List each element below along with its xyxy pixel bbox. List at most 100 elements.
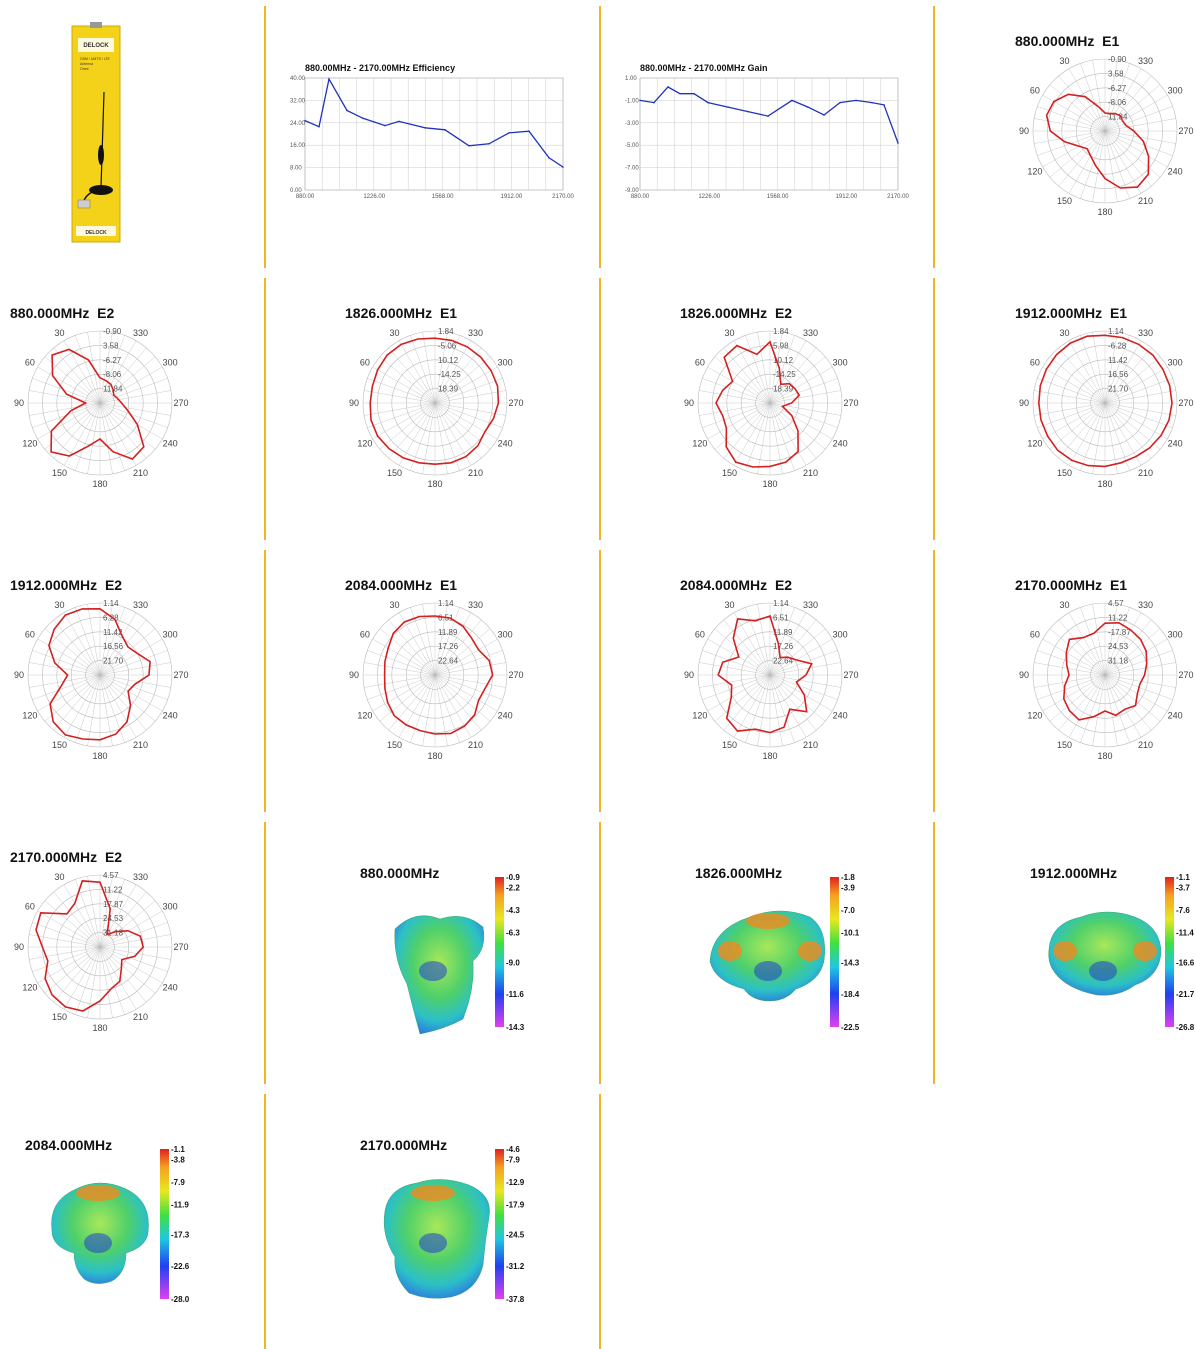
polar-spoke xyxy=(1092,674,1106,746)
polar-spoke xyxy=(1104,612,1142,676)
polar-spoke xyxy=(63,674,101,738)
radiation-3d-plot: 1826.000MHz -1.8 -3.9 -7.0 -10.1 -14.3 -18.4 -2… xyxy=(690,865,880,1055)
polar-spoke xyxy=(434,628,491,676)
polar-spoke xyxy=(714,402,771,450)
x-tick-label: 2170.00 xyxy=(552,194,574,200)
polar-spoke xyxy=(99,402,125,471)
polar-spoke xyxy=(434,612,472,676)
polar-spoke xyxy=(75,946,101,1015)
data-point xyxy=(548,157,550,159)
polar-spoke xyxy=(99,674,156,722)
angle-label: 60 xyxy=(25,358,35,368)
column-separator xyxy=(599,1094,601,1349)
package-footer: DELOCK xyxy=(85,230,107,236)
colorbar-label: -9.0 xyxy=(506,959,520,968)
polar-title: 2170.000MHz E1 xyxy=(1015,577,1128,593)
low-gain-region xyxy=(419,1233,447,1253)
polar-spoke xyxy=(769,628,826,676)
polar-chart: 2170.000MHz E1 4.57 11.22 -17.87 24.53 31.18 3… xyxy=(1015,577,1196,767)
polar-spoke xyxy=(1058,674,1106,731)
polar-spoke xyxy=(769,674,807,738)
column-separator xyxy=(599,278,601,540)
angle-label: 150 xyxy=(52,740,67,750)
polar-spoke xyxy=(434,674,491,722)
polar-spoke xyxy=(769,402,795,471)
polar-spoke xyxy=(757,604,771,676)
polar-spoke xyxy=(99,946,113,1018)
polar-spoke xyxy=(434,674,482,731)
polar-spoke xyxy=(1104,130,1161,178)
polar-spoke xyxy=(99,946,137,1010)
polar-spoke xyxy=(1104,130,1168,168)
polar-spoke xyxy=(1104,402,1130,471)
angle-label: 60 xyxy=(25,630,35,640)
polar-spoke xyxy=(29,946,101,960)
angle-label: 330 xyxy=(1138,600,1153,610)
pattern-trace xyxy=(1045,93,1150,189)
polar-spoke xyxy=(1104,402,1176,416)
ring-label: -14.25 xyxy=(438,370,461,379)
data-point xyxy=(384,124,386,127)
polar-spoke xyxy=(1068,340,1106,404)
polar-title: 2084.000MHz E1 xyxy=(345,577,458,593)
polar-spoke xyxy=(1104,674,1152,731)
column-separator xyxy=(599,6,601,268)
polar-spoke xyxy=(367,650,436,676)
polar-spoke xyxy=(434,607,460,676)
polar-spoke xyxy=(1042,638,1106,676)
angle-label: 150 xyxy=(387,740,402,750)
ring-label: 11.84 xyxy=(1108,113,1128,122)
ring-label: 10.12 xyxy=(773,356,794,365)
colorbar-label: -3.8 xyxy=(171,1156,185,1165)
polar-spoke xyxy=(53,347,101,404)
angle-label: 210 xyxy=(1138,740,1153,750)
angle-label: 270 xyxy=(843,398,858,408)
polar-spoke xyxy=(75,674,101,743)
polar-spoke xyxy=(745,607,771,676)
ring-label: 1.84 xyxy=(438,327,454,336)
ring-label: -0.90 xyxy=(1108,55,1127,64)
polar-spoke xyxy=(99,366,163,404)
polar-spoke xyxy=(1080,63,1106,132)
polar-spoke xyxy=(434,332,448,404)
polar-spoke xyxy=(1104,674,1161,722)
angle-label: 60 xyxy=(1030,358,1040,368)
polar-spoke xyxy=(99,674,113,746)
angle-label: 120 xyxy=(22,983,37,993)
polar-spoke xyxy=(398,340,436,404)
polar-spoke xyxy=(434,402,506,416)
angle-label: 90 xyxy=(349,670,359,680)
angle-label: 30 xyxy=(54,872,64,882)
angle-label: 270 xyxy=(173,670,188,680)
column-separator xyxy=(599,550,601,812)
y-tick-label: 32.00 xyxy=(290,98,306,104)
polar-spoke xyxy=(99,946,168,972)
polar-spoke xyxy=(769,604,783,676)
polar-spoke xyxy=(75,607,101,676)
polar-spoke xyxy=(29,662,101,676)
polar-chart: 880.000MHz E2 -0.90 3.58 -6.27 -8.06 11.84 30 6… xyxy=(10,305,200,495)
polar-spoke xyxy=(434,662,506,676)
angle-label: 150 xyxy=(387,468,402,478)
y-tick-label: 16.00 xyxy=(290,143,306,149)
polar-spoke xyxy=(707,366,771,404)
angle-label: 300 xyxy=(1168,86,1183,96)
pattern-trace xyxy=(717,614,813,734)
polar-spoke xyxy=(1042,94,1106,132)
angle-label: 210 xyxy=(468,468,483,478)
polar-spoke xyxy=(37,366,101,404)
polar-spoke xyxy=(757,332,771,404)
angle-label: 210 xyxy=(133,468,148,478)
polar-spoke xyxy=(1104,607,1130,676)
polar-spoke xyxy=(434,402,460,471)
heatmap-plot: -1.8 -3.9 -7.0 -10.1 -14.3 -18.4 -22.5 xyxy=(709,873,860,1032)
angle-label: 300 xyxy=(498,630,513,640)
polar-spoke xyxy=(769,335,795,404)
polar-spoke xyxy=(1037,674,1106,700)
polar-spoke xyxy=(434,402,498,440)
polar-spoke xyxy=(1104,130,1118,202)
polar-spoke xyxy=(379,402,436,450)
polar-spoke xyxy=(422,332,436,404)
polar-spoke xyxy=(1049,674,1106,722)
